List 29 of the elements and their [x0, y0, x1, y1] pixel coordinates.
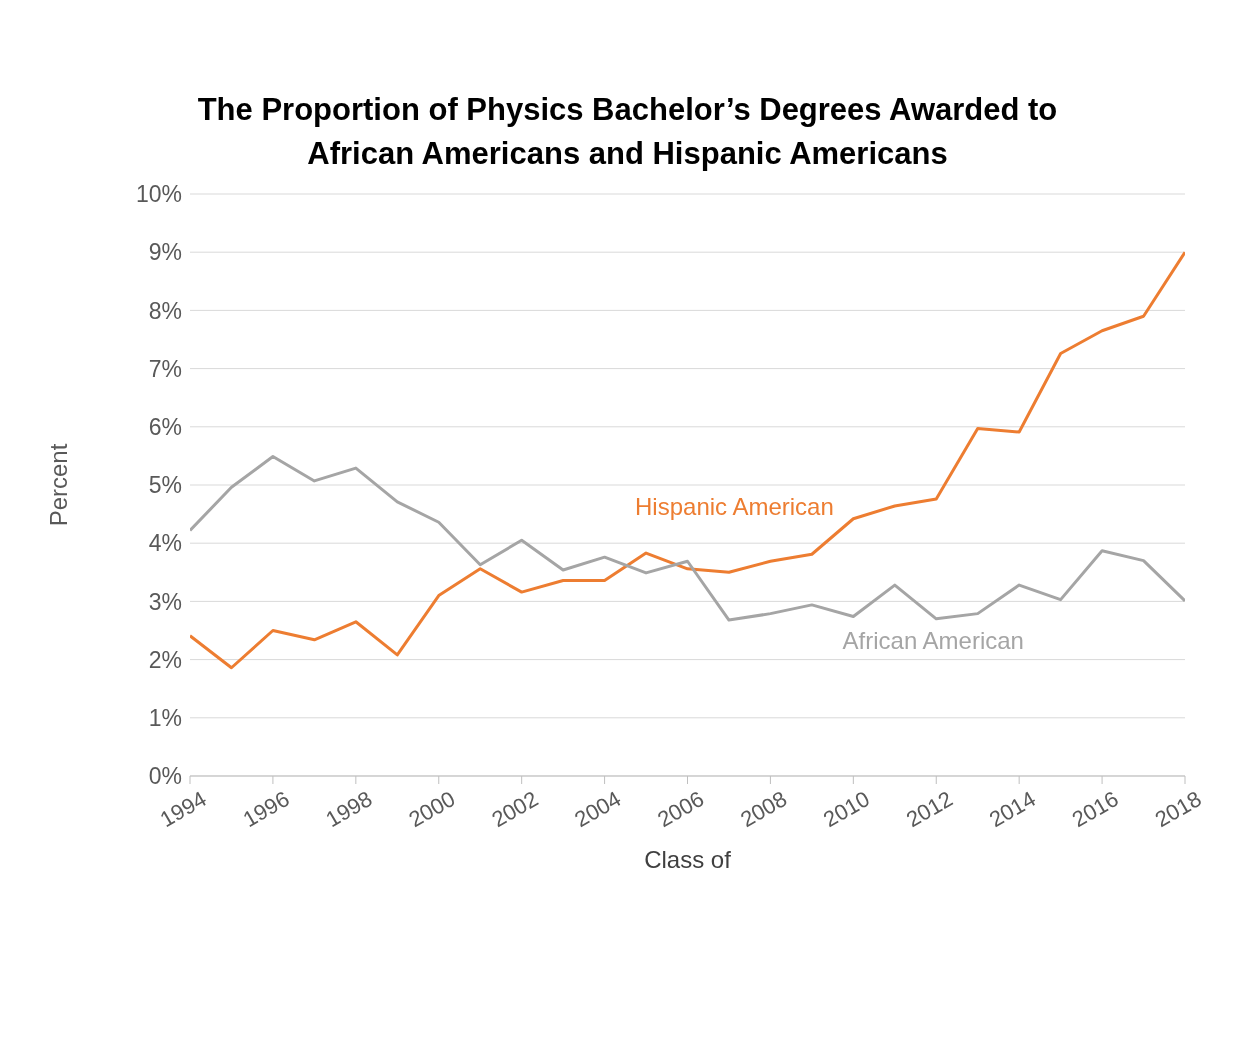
x-tick-label: 2004 [570, 786, 626, 833]
line-series [190, 454, 1185, 622]
x-tick-label: 2012 [901, 786, 957, 833]
y-axis-title: Percent [44, 443, 72, 527]
y-tick-label: 9% [148, 239, 182, 266]
y-tick-label: 1% [148, 704, 182, 731]
chart-title: The Proportion of Physics Bachelor’s Degrees Awarded to African Americans and Hispanic Americans [196, 91, 1059, 173]
x-tick-label: 2006 [653, 786, 709, 833]
y-tick-label: 10% [135, 181, 182, 208]
x-tick-label: 2018 [1150, 786, 1206, 833]
x-tick-label: 2014 [984, 786, 1040, 833]
x-axis-title: Class of [644, 846, 732, 873]
x-tick-label: 2016 [1067, 786, 1123, 833]
x-tick-label: 1998 [321, 786, 377, 833]
x-tick-label: 2008 [736, 786, 792, 833]
series-label: African American [842, 627, 1024, 655]
y-tick-label: 2% [148, 646, 182, 673]
x-tick-label: 2002 [487, 786, 543, 833]
x-tick-label: 1996 [238, 786, 294, 833]
x-tick-label: 2000 [404, 786, 460, 833]
y-tick-label: 4% [148, 530, 182, 557]
y-tick-label: 8% [148, 297, 182, 324]
x-tick-label: 2010 [819, 786, 874, 833]
y-tick-label: 7% [148, 355, 182, 382]
y-tick-label: 5% [148, 472, 182, 499]
y-tick-label: 3% [148, 588, 182, 615]
y-tick-label: 6% [148, 413, 182, 440]
series-label: Hispanic American [635, 492, 834, 520]
line-series [190, 250, 1185, 670]
